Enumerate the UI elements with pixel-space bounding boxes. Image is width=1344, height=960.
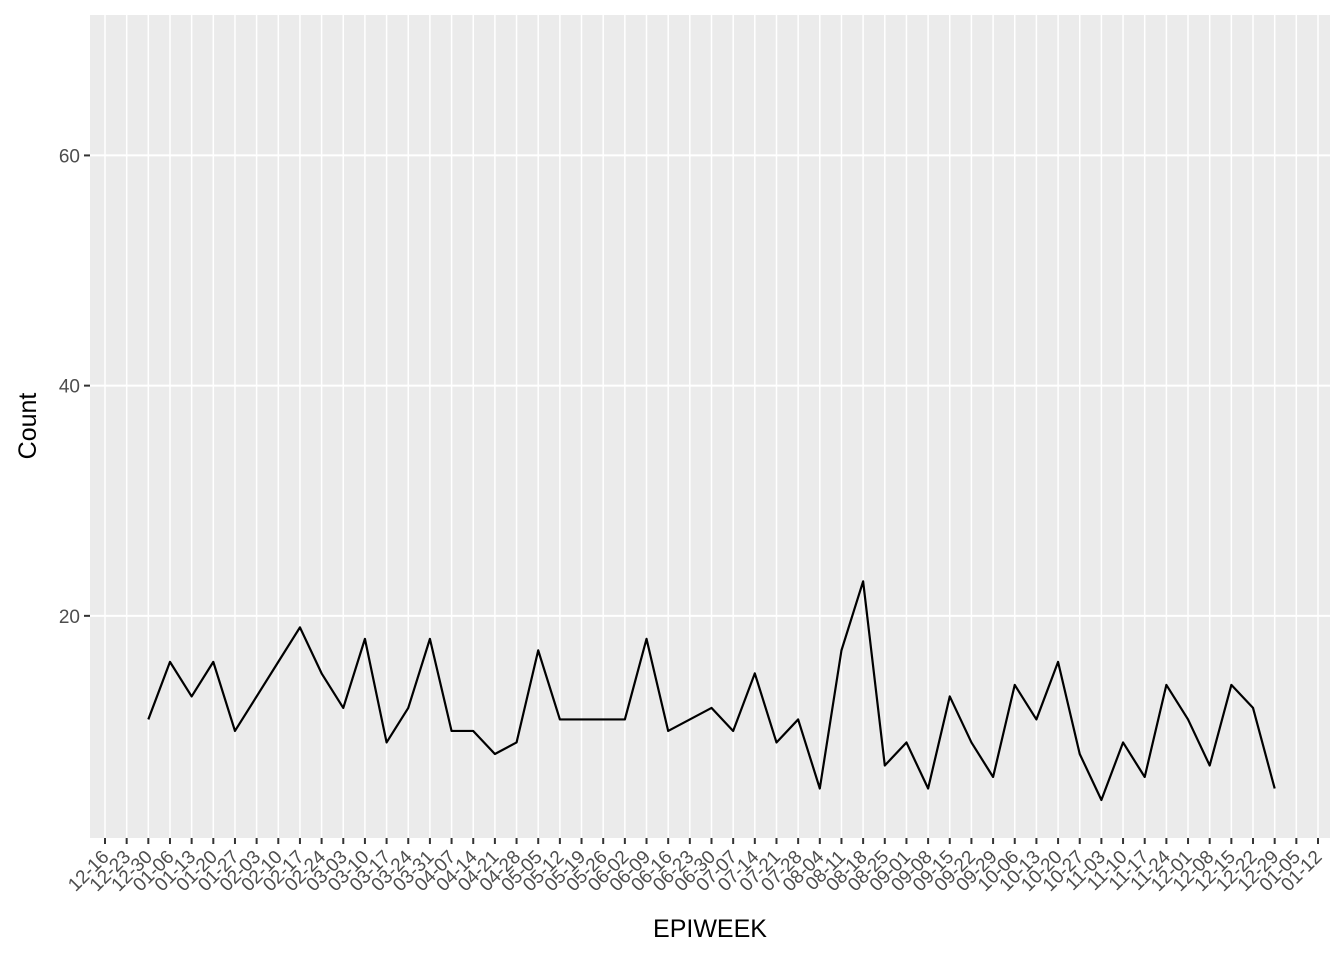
x-axis-title: EPIWEEK	[653, 915, 767, 943]
y-tick-label: 60	[59, 146, 80, 167]
y-axis-title: Count	[14, 393, 42, 460]
y-tick-label: 40	[59, 377, 80, 398]
line	[147, 580, 1276, 802]
y-tick-label: 20	[59, 607, 80, 628]
